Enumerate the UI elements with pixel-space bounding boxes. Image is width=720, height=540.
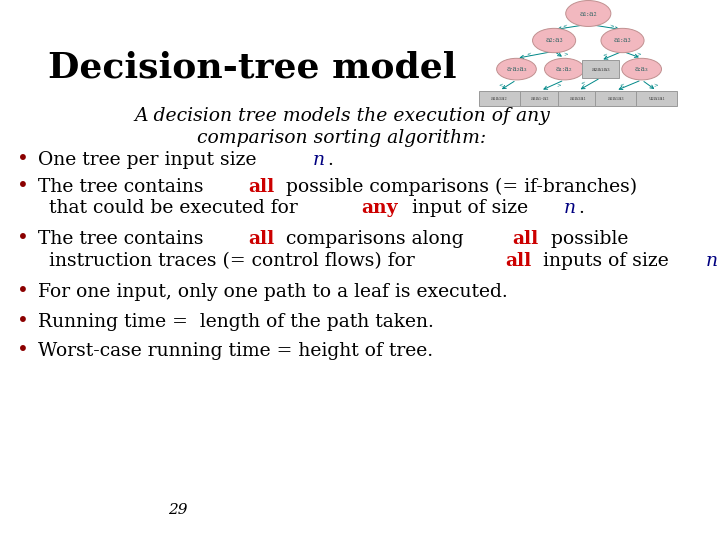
Text: For one input, only one path to a leaf is executed.: For one input, only one path to a leaf i… bbox=[37, 283, 508, 301]
Text: <: < bbox=[526, 52, 531, 57]
FancyBboxPatch shape bbox=[636, 91, 678, 106]
FancyBboxPatch shape bbox=[520, 91, 561, 106]
Text: that could be executed for: that could be executed for bbox=[49, 199, 304, 217]
Text: .: . bbox=[328, 151, 333, 168]
Text: all: all bbox=[513, 230, 539, 248]
Text: a₁:a₂: a₁:a₂ bbox=[580, 10, 597, 17]
FancyBboxPatch shape bbox=[582, 60, 619, 78]
Text: comparisons along: comparisons along bbox=[280, 230, 469, 248]
Text: n: n bbox=[564, 199, 576, 217]
Text: all: all bbox=[248, 230, 274, 248]
Text: One tree per input size: One tree per input size bbox=[37, 151, 262, 168]
Text: a₂a₃a₁: a₂a₃a₁ bbox=[570, 96, 586, 101]
Text: possible comparisons (= if-branches): possible comparisons (= if-branches) bbox=[280, 178, 637, 195]
Text: a₂a₁a₃: a₂a₁a₃ bbox=[607, 96, 624, 101]
Ellipse shape bbox=[601, 28, 644, 52]
Text: >: > bbox=[564, 52, 568, 57]
Text: The tree contains: The tree contains bbox=[37, 230, 209, 248]
Text: .: . bbox=[578, 199, 584, 217]
Text: any: any bbox=[361, 199, 398, 217]
Ellipse shape bbox=[622, 58, 662, 80]
Text: Running time =  length of the path taken.: Running time = length of the path taken. bbox=[37, 313, 433, 330]
Text: a:a₃: a:a₃ bbox=[635, 65, 649, 73]
Ellipse shape bbox=[544, 58, 584, 80]
Text: inputs of size: inputs of size bbox=[537, 252, 675, 269]
Ellipse shape bbox=[497, 58, 536, 80]
Text: a₁:a₂: a₁:a₂ bbox=[556, 65, 572, 73]
Text: a₂:a₃: a₂:a₃ bbox=[545, 37, 563, 44]
Text: all: all bbox=[505, 252, 531, 269]
Text: 29: 29 bbox=[168, 503, 188, 517]
Text: >: > bbox=[610, 24, 615, 30]
Text: instruction traces (= control flows) for: instruction traces (= control flows) for bbox=[49, 252, 421, 269]
Text: >: > bbox=[636, 52, 642, 57]
FancyBboxPatch shape bbox=[479, 91, 520, 106]
Text: •: • bbox=[17, 341, 29, 360]
Text: a₂a₁a₃: a₂a₁a₃ bbox=[591, 66, 610, 72]
Text: •: • bbox=[17, 312, 29, 330]
Text: possible: possible bbox=[545, 230, 628, 248]
Text: a·a₂a₃: a·a₂a₃ bbox=[506, 65, 527, 73]
Text: •: • bbox=[17, 229, 29, 248]
Text: u₂a₁a₁: u₂a₁a₁ bbox=[648, 96, 665, 101]
Text: •: • bbox=[17, 150, 29, 168]
Text: n: n bbox=[313, 151, 325, 168]
Text: a₁:a₃: a₁:a₃ bbox=[613, 37, 631, 44]
Text: comparison sorting algorithm:: comparison sorting algorithm: bbox=[197, 129, 487, 147]
Text: n: n bbox=[706, 252, 718, 269]
Text: >: > bbox=[654, 83, 658, 88]
Text: input of size: input of size bbox=[407, 199, 534, 217]
Text: all: all bbox=[248, 178, 274, 195]
Text: <: < bbox=[603, 53, 607, 58]
Ellipse shape bbox=[566, 1, 611, 26]
Text: •: • bbox=[17, 177, 29, 195]
FancyBboxPatch shape bbox=[595, 91, 636, 106]
Ellipse shape bbox=[533, 28, 576, 52]
Text: <: < bbox=[499, 83, 503, 88]
Text: The tree contains: The tree contains bbox=[37, 178, 209, 195]
Text: <: < bbox=[580, 82, 585, 87]
Text: <: < bbox=[619, 83, 624, 88]
Text: a₃a₁·a₂: a₃a₁·a₂ bbox=[531, 96, 549, 101]
Text: <: < bbox=[562, 24, 567, 30]
Text: A decision tree models the execution of any: A decision tree models the execution of … bbox=[134, 107, 550, 125]
FancyBboxPatch shape bbox=[557, 91, 598, 106]
Text: >: > bbox=[557, 83, 562, 88]
Text: Decision-tree model: Decision-tree model bbox=[48, 51, 456, 84]
Text: a₁a₃a₂: a₁a₃a₂ bbox=[491, 96, 508, 101]
Text: •: • bbox=[17, 282, 29, 301]
Text: Worst-case running time = height of tree.: Worst-case running time = height of tree… bbox=[37, 342, 433, 360]
